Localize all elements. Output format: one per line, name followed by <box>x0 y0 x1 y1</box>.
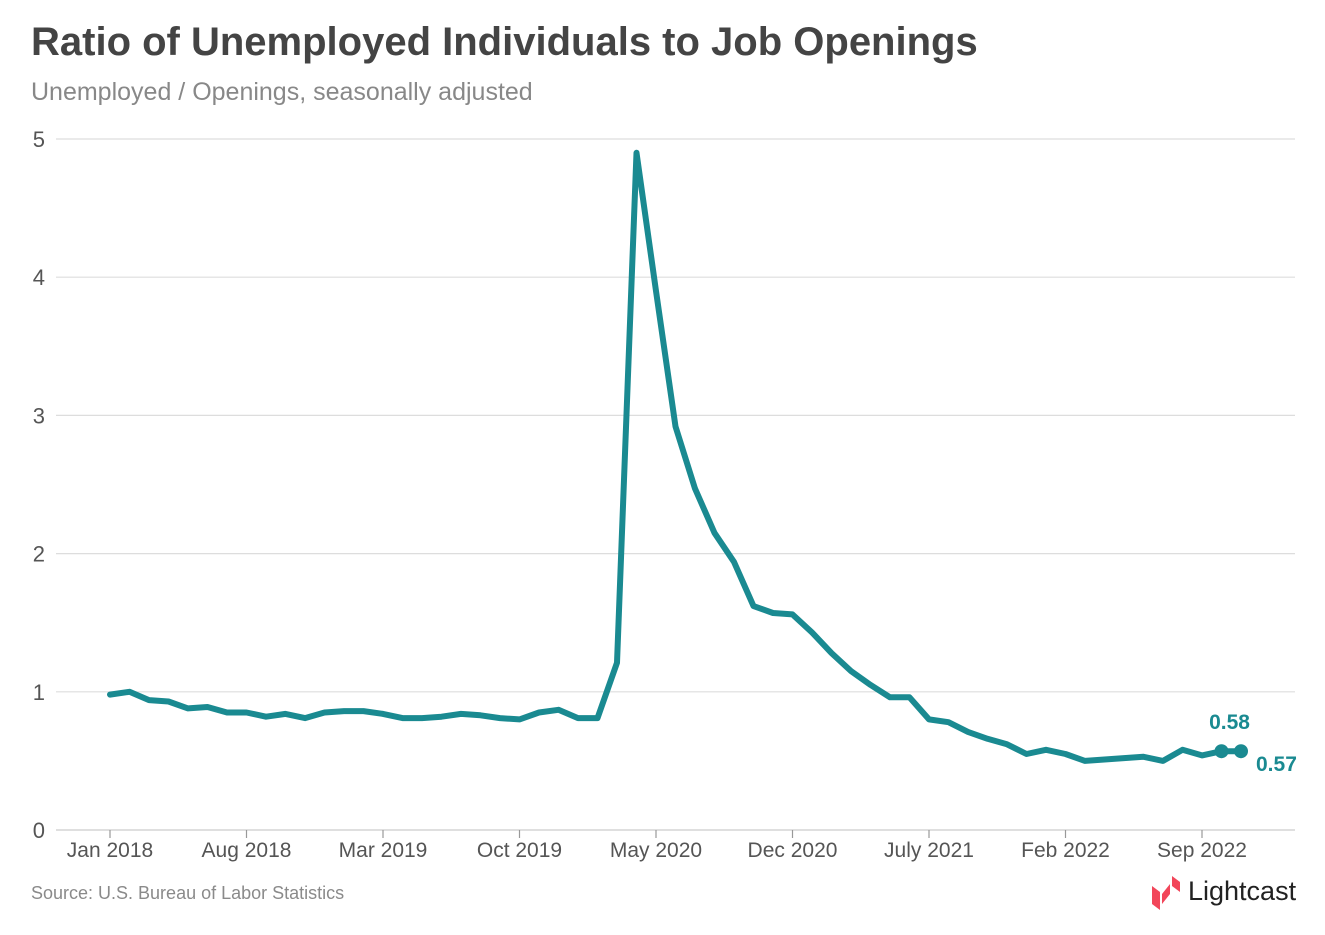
chart-subtitle: Unemployed / Openings, seasonally adjust… <box>31 78 533 106</box>
x-tick-label: Oct 2019 <box>477 839 562 862</box>
y-tick-label: 2 <box>33 542 45 567</box>
point-marker <box>1234 744 1248 759</box>
x-tick-label: Dec 2020 <box>748 839 838 862</box>
series-line <box>107 149 1244 764</box>
lightcast-logo-icon <box>1152 876 1180 910</box>
y-tick-label: 5 <box>33 127 45 152</box>
data-label: 0.58 <box>1209 711 1250 734</box>
chart-title: Ratio of Unemployed Individuals to Job O… <box>31 20 978 64</box>
y-tick-label: 3 <box>33 403 45 428</box>
x-tick-label: Sep 2022 <box>1157 839 1247 862</box>
x-tick-label: May 2020 <box>610 839 702 862</box>
lightcast-logo: Lightcast <box>1146 872 1306 912</box>
x-tick-label: Aug 2018 <box>202 839 292 862</box>
y-tick-label: 0 <box>33 818 45 843</box>
source-note: Source: U.S. Bureau of Labor Statistics <box>31 883 345 903</box>
x-tick-label: Jan 2018 <box>67 839 153 862</box>
x-tick-label: Mar 2019 <box>339 839 428 862</box>
x-tick-label: Feb 2022 <box>1021 839 1110 862</box>
data-label: 0.57 <box>1256 753 1297 776</box>
y-tick-label: 4 <box>33 265 45 290</box>
logo-text: Lightcast <box>1188 876 1297 906</box>
point-marker <box>1214 744 1229 759</box>
x-tick-label: July 2021 <box>884 839 974 862</box>
y-tick-label: 1 <box>33 680 45 705</box>
